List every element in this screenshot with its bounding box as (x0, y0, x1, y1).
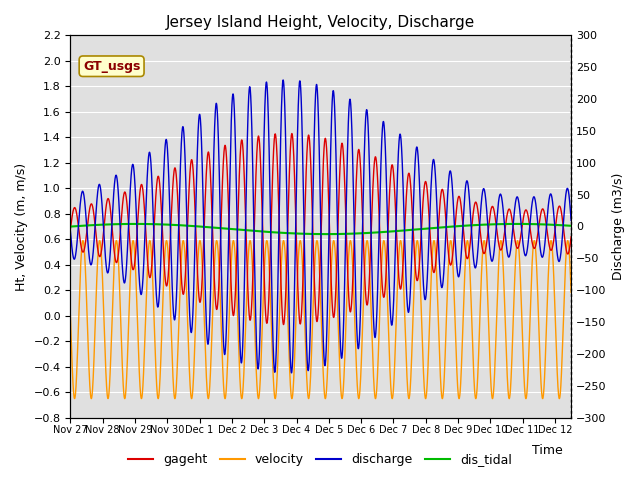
Text: Time: Time (532, 444, 563, 456)
discharge (552, 238, 560, 244)
discharge (277, 132, 285, 138)
velocity (552, 336, 560, 341)
gageht (67, 226, 74, 232)
dis_tidal (513, 221, 521, 227)
Y-axis label: Ht, Velocity (m, m/s): Ht, Velocity (m, m/s) (15, 162, 28, 290)
Text: GT_usgs: GT_usgs (83, 60, 140, 73)
dis_tidal (277, 230, 285, 236)
velocity (221, 396, 229, 401)
Line: gageht: gageht (70, 133, 571, 324)
discharge (281, 107, 289, 113)
velocity (305, 396, 312, 401)
gageht (288, 131, 296, 136)
discharge (305, 367, 312, 372)
dis_tidal (552, 222, 560, 228)
velocity (567, 289, 575, 295)
gageht (280, 322, 287, 327)
velocity (430, 238, 438, 244)
dis_tidal (567, 223, 575, 228)
velocity (67, 313, 74, 319)
discharge (67, 228, 74, 234)
gageht (552, 220, 560, 226)
Y-axis label: Discharge (m3/s): Discharge (m3/s) (612, 173, 625, 280)
Title: Jersey Island Height, Velocity, Discharge: Jersey Island Height, Velocity, Discharg… (166, 15, 476, 30)
dis_tidal (281, 230, 289, 236)
velocity (497, 238, 505, 243)
velocity (281, 247, 289, 252)
discharge (567, 217, 575, 223)
gageht (431, 269, 438, 275)
gageht (277, 274, 285, 279)
Line: discharge: discharge (70, 80, 571, 373)
discharge (527, 210, 535, 216)
velocity (527, 287, 535, 292)
dis_tidal (527, 221, 535, 227)
discharge (287, 370, 295, 376)
Legend: gageht, velocity, discharge, dis_tidal: gageht, velocity, discharge, dis_tidal (123, 448, 517, 471)
gageht (567, 234, 575, 240)
Line: velocity: velocity (70, 240, 571, 398)
discharge (279, 77, 287, 83)
gageht (281, 310, 289, 316)
dis_tidal (67, 224, 74, 229)
discharge (431, 160, 438, 166)
gageht (305, 132, 312, 138)
gageht (527, 233, 535, 239)
dis_tidal (430, 225, 438, 231)
velocity (277, 272, 285, 277)
Line: dis_tidal: dis_tidal (70, 224, 571, 234)
dis_tidal (323, 231, 330, 237)
dis_tidal (305, 231, 312, 237)
